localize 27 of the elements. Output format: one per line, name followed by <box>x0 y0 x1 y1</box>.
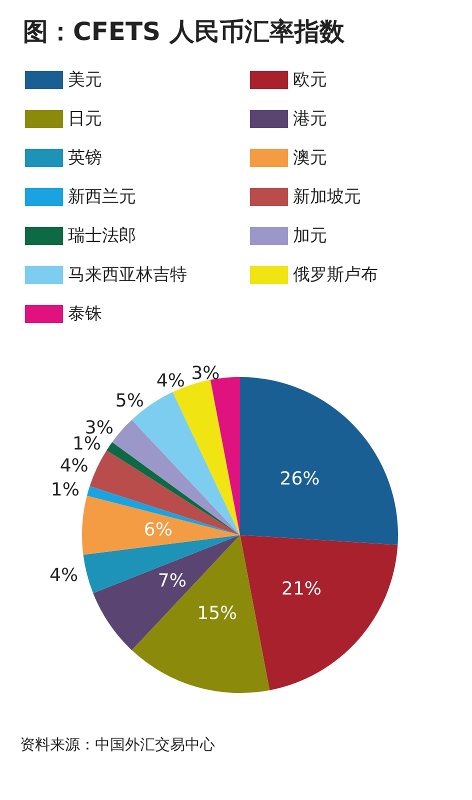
legend-label: 新西兰元 <box>68 187 136 207</box>
legend-label: 英镑 <box>68 148 102 168</box>
legend-label: 港元 <box>293 109 327 129</box>
legend-label: 马来西亚林吉特 <box>68 265 187 285</box>
legend-label: 泰铢 <box>68 304 102 324</box>
legend-label: 新加坡元 <box>293 187 361 207</box>
legend-label: 日元 <box>68 109 102 129</box>
data-label: 1% <box>72 433 102 454</box>
data-label: 15% <box>197 603 238 624</box>
data-label: 4% <box>156 370 185 392</box>
legend-label: 加元 <box>293 226 327 246</box>
data-label: 4% <box>60 456 88 477</box>
legend-label: 俄罗斯卢布 <box>293 265 378 285</box>
data-label: 26% <box>280 468 320 490</box>
chart-title: 图：CFETS 人民币汇率指数 <box>23 17 346 46</box>
data-label: 1% <box>50 479 80 500</box>
legend-label: 澳元 <box>293 148 327 168</box>
text: 资料来源：中国外汇交易中心 <box>20 736 215 754</box>
legend-label: 瑞士法郎 <box>68 226 136 246</box>
data-label: 4% <box>50 564 78 586</box>
data-label: 3% <box>191 363 220 384</box>
legend-label: 美元 <box>68 70 102 90</box>
data-label: 7% <box>158 570 186 592</box>
legend-label: 欧元 <box>293 70 327 90</box>
data-label: 21% <box>282 578 322 600</box>
data-label: 5% <box>115 390 144 412</box>
data-label: 6% <box>144 519 172 540</box>
